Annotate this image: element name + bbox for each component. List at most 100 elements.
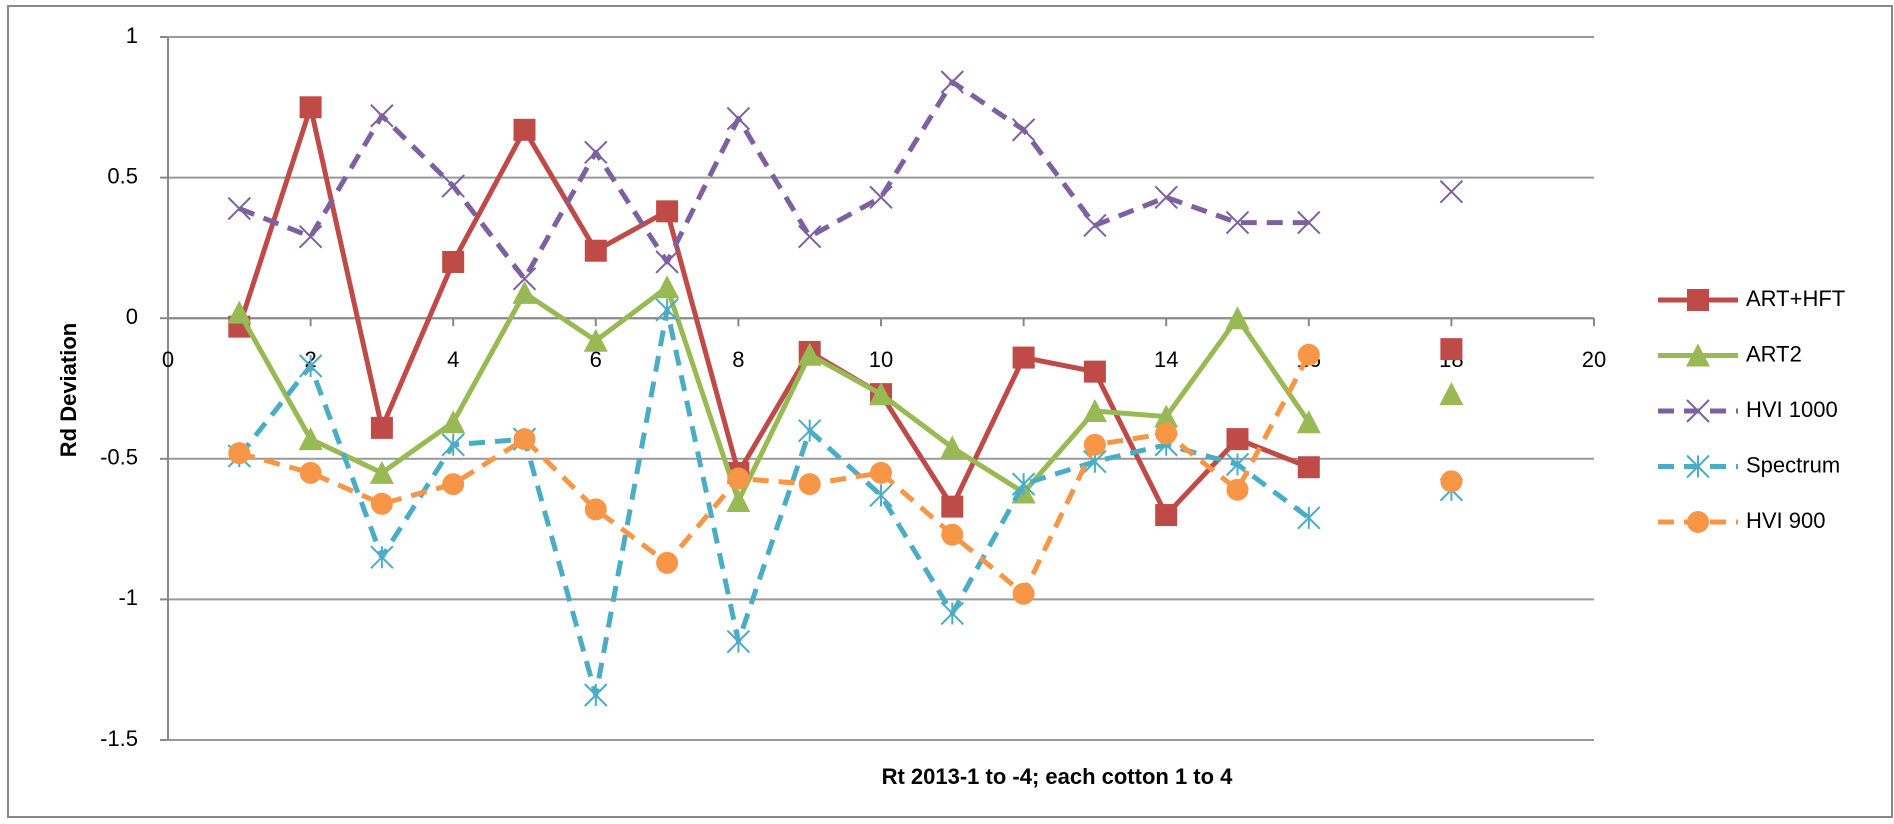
data-point: [584, 140, 608, 164]
x-tick-label: 14: [1154, 347, 1178, 372]
data-point: [940, 70, 965, 94]
data-point: [655, 250, 679, 274]
data-point: [869, 483, 893, 508]
data-point: [441, 174, 465, 198]
data-point: [512, 267, 537, 291]
y-tick-label: -1: [118, 585, 138, 610]
data-point: [1154, 185, 1178, 209]
data-point: [298, 224, 323, 249]
legend-marker: [1687, 511, 1709, 533]
data-point: [870, 461, 892, 484]
data-point: [1012, 582, 1035, 605]
data-point: [941, 523, 964, 546]
data-point: [940, 435, 965, 459]
data-point: [1225, 306, 1250, 330]
data-point: [1083, 213, 1107, 238]
data-point: [1297, 343, 1320, 366]
legend-label: Spectrum: [1746, 452, 1840, 477]
data-point: [369, 460, 394, 484]
x-axis-title: Rt 2013-1 to -4; each cotton 1 to 4: [882, 764, 1234, 789]
data-point: [512, 280, 537, 304]
y-tick-label: -0.5: [100, 445, 138, 470]
data-point: [442, 250, 465, 273]
data-point: [583, 328, 608, 352]
data-point: [1154, 404, 1179, 428]
data-point: [797, 342, 822, 366]
x-tick-label: 0: [162, 347, 174, 372]
data-point: [513, 428, 536, 451]
data-point: [1439, 179, 1464, 204]
data-point: [797, 224, 822, 249]
legend-label: HVI 900: [1746, 508, 1826, 533]
data-point: [370, 545, 394, 569]
data-point: [1082, 398, 1107, 422]
data-point: [442, 473, 465, 496]
data-point: [798, 473, 821, 496]
data-point: [1155, 422, 1178, 445]
data-point: [655, 275, 680, 299]
x-tick-label: 10: [869, 347, 893, 372]
data-point: [1083, 360, 1106, 383]
data-point: [299, 96, 322, 119]
y-tick-label: -1.5: [100, 726, 138, 751]
data-point: [1297, 456, 1320, 479]
data-point: [1083, 433, 1106, 456]
data-point: [1225, 210, 1250, 235]
data-point: [584, 683, 608, 707]
series-line: [239, 355, 1451, 594]
y-tick-label: 0.5: [107, 163, 138, 188]
data-point: [299, 461, 322, 484]
data-point: [1297, 210, 1321, 235]
data-point: [1011, 472, 1036, 496]
data-point: [370, 492, 393, 515]
data-point: [298, 427, 323, 451]
data-point: [1439, 382, 1464, 406]
legend-label: ART+HFT: [1746, 286, 1845, 311]
data-point: [1011, 118, 1036, 142]
data-point: [584, 239, 607, 262]
data-point: [1226, 428, 1249, 451]
legend-label: ART2: [1746, 341, 1802, 366]
legend-marker: [1686, 399, 1710, 423]
data-point: [513, 118, 536, 141]
data-point: [228, 442, 251, 465]
data-point: [1155, 504, 1178, 527]
data-point: [726, 488, 751, 512]
data-point: [584, 498, 607, 521]
series-line: [239, 107, 1451, 515]
data-point: [370, 104, 394, 128]
data-point: [1297, 506, 1321, 530]
data-point: [441, 410, 466, 434]
data-point: [726, 106, 751, 131]
data-point: [656, 200, 679, 223]
series-line: [239, 82, 1451, 279]
data-point: [797, 418, 822, 443]
data-point: [1226, 478, 1249, 501]
data-point: [940, 601, 965, 626]
y-axis-title: Rd Deviation: [56, 323, 81, 457]
data-point: [1296, 410, 1321, 434]
x-tick-label: 8: [732, 347, 744, 372]
data-point: [656, 551, 679, 574]
data-point: [227, 300, 252, 324]
y-tick-label: 0: [126, 304, 138, 329]
legend-marker: [1687, 289, 1709, 311]
data-point: [655, 298, 679, 322]
x-tick-label: 6: [590, 347, 602, 372]
data-point: [869, 382, 893, 406]
data-point: [869, 185, 893, 209]
data-point: [441, 433, 465, 457]
data-point: [227, 196, 252, 221]
data-point: [370, 416, 393, 439]
chart-border: [7, 5, 1893, 818]
legend-label: HVI 1000: [1746, 397, 1838, 422]
data-point: [941, 495, 964, 518]
data-point: [1440, 470, 1463, 493]
series-line: [239, 287, 1451, 501]
data-point: [726, 629, 751, 654]
legend-marker: [1686, 454, 1710, 479]
x-tick-label: 4: [447, 347, 459, 372]
data-point: [1012, 346, 1035, 369]
y-tick-label: 1: [126, 23, 138, 48]
data-point: [727, 467, 750, 490]
